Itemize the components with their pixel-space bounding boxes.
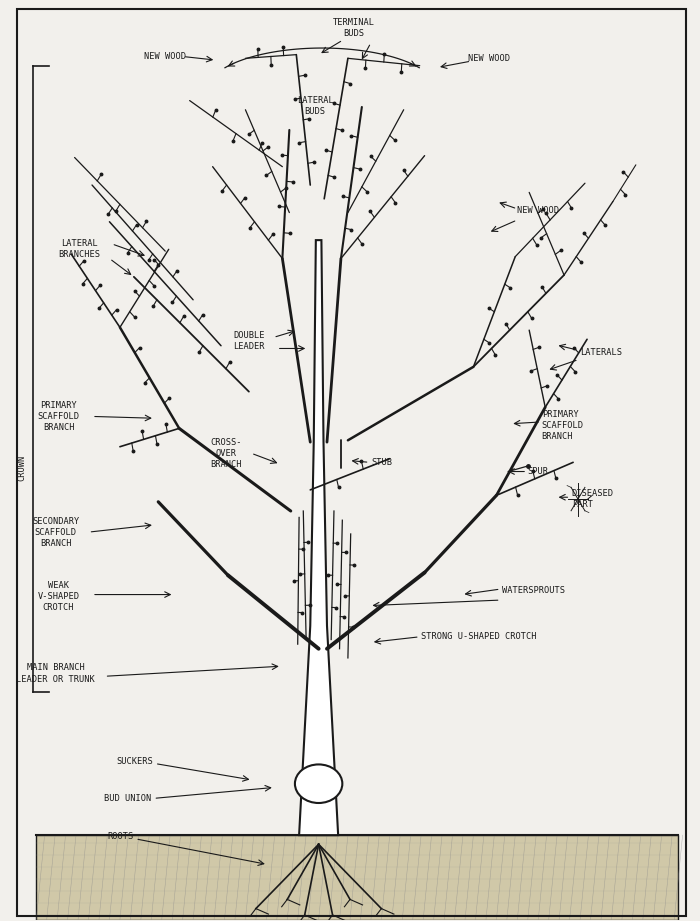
Text: DISEASED
PART: DISEASED PART <box>572 489 614 509</box>
Text: CROWN: CROWN <box>18 455 27 481</box>
Text: PRIMARY
SCAFFOLD
BRANCH: PRIMARY SCAFFOLD BRANCH <box>542 410 584 441</box>
Bar <box>36 835 678 919</box>
Text: PRIMARY
SCAFFOLD
BRANCH: PRIMARY SCAFFOLD BRANCH <box>38 401 80 432</box>
Text: WEAK
V-SHAPED
CROTCH: WEAK V-SHAPED CROTCH <box>38 581 80 612</box>
Text: LATERAL
BUDS: LATERAL BUDS <box>297 96 333 116</box>
Polygon shape <box>299 240 338 835</box>
Text: STUB: STUB <box>371 458 392 467</box>
Text: NEW WOOD: NEW WOOD <box>517 206 559 216</box>
Text: LATERALS: LATERALS <box>580 347 622 356</box>
Text: ROOTS: ROOTS <box>108 833 134 842</box>
Text: MAIN BRANCH
LEADER OR TRUNK: MAIN BRANCH LEADER OR TRUNK <box>16 663 95 683</box>
Text: NEW WOOD: NEW WOOD <box>468 53 510 63</box>
Text: BUD UNION: BUD UNION <box>104 794 151 803</box>
Text: TERMINAL
BUDS: TERMINAL BUDS <box>332 18 375 38</box>
Text: LATERAL
BRANCHES: LATERAL BRANCHES <box>59 239 101 260</box>
Ellipse shape <box>295 764 342 803</box>
Text: STRONG U-SHAPED CROTCH: STRONG U-SHAPED CROTCH <box>421 633 537 641</box>
Text: CROSS-
OVER
BRANCH: CROSS- OVER BRANCH <box>210 437 242 469</box>
Text: NEW WOOD: NEW WOOD <box>144 52 186 61</box>
Text: DOUBLE
LEADER: DOUBLE LEADER <box>233 331 265 351</box>
Text: SPUR: SPUR <box>528 467 549 476</box>
Text: WATERSPROUTS: WATERSPROUTS <box>502 587 565 595</box>
Text: SUCKERS: SUCKERS <box>117 757 153 766</box>
Text: SECONDARY
SCAFFOLD
BRANCH: SECONDARY SCAFFOLD BRANCH <box>32 517 79 548</box>
